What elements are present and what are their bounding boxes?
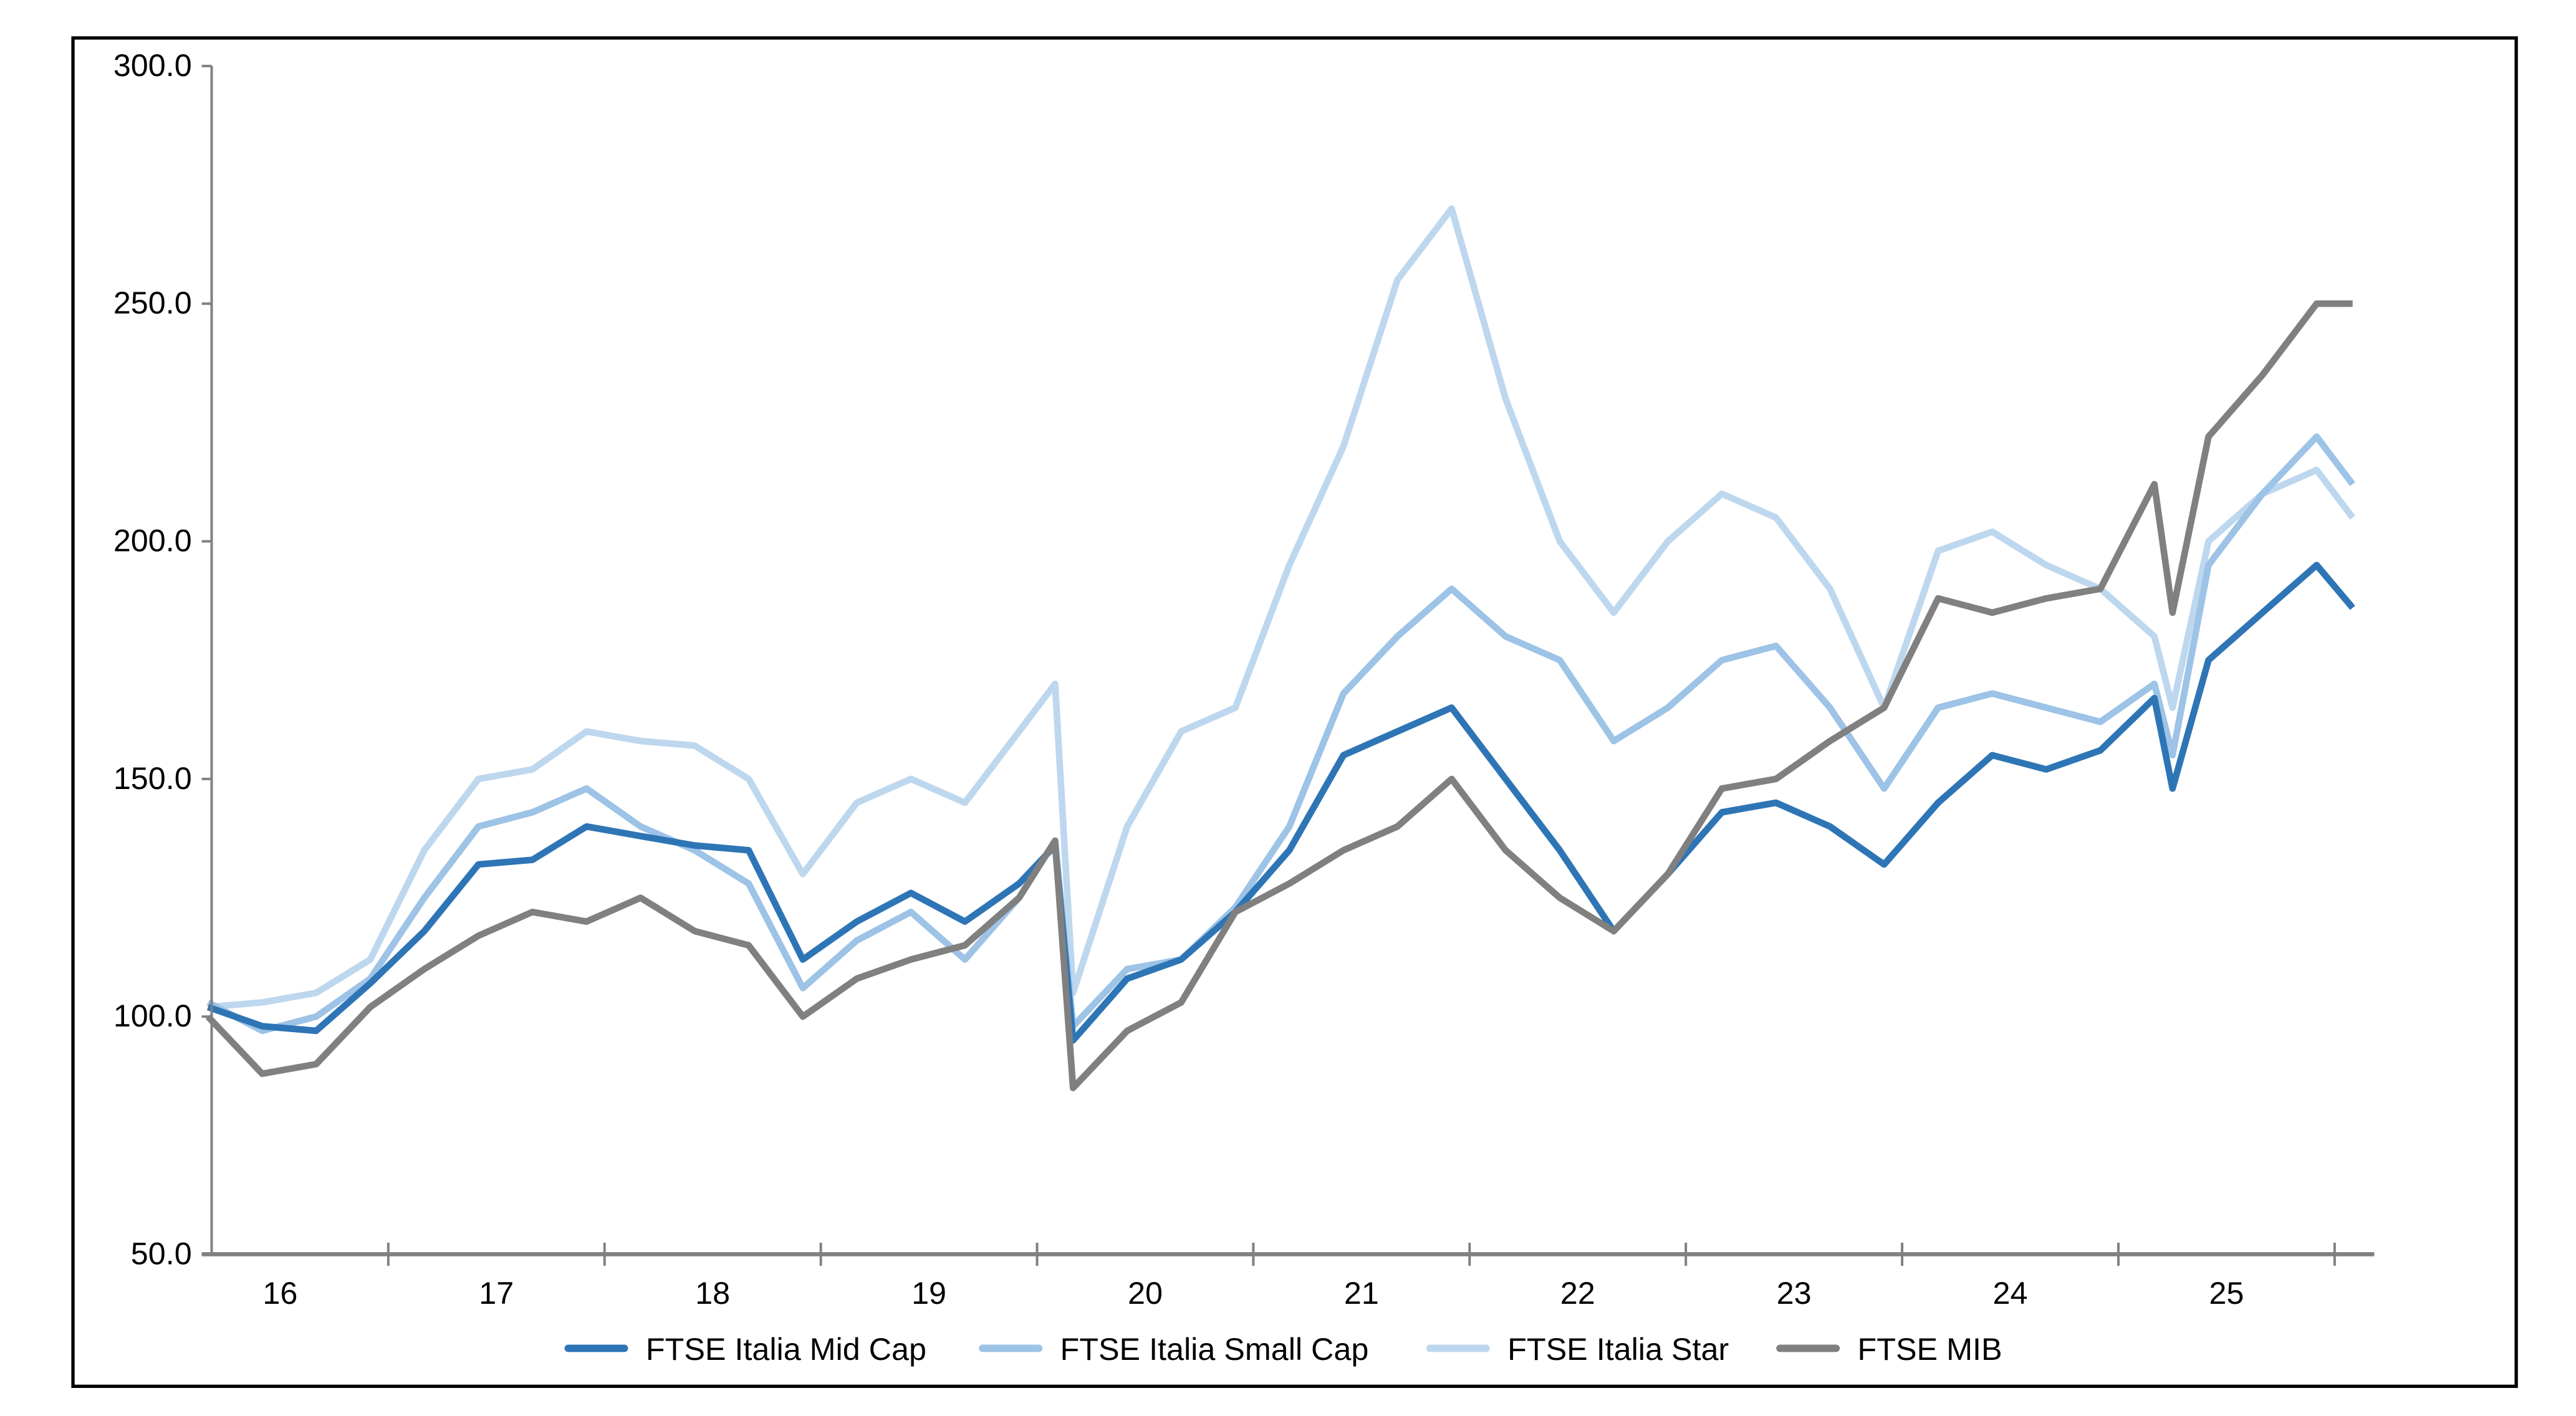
- x-tick-label: 25: [2209, 1275, 2244, 1311]
- series-layer: [205, 205, 2355, 1091]
- y-tick-label: 300.0: [113, 47, 192, 83]
- series-line-ftse-mib: [205, 300, 2353, 1091]
- x-tick-label: 19: [911, 1275, 946, 1311]
- x-tick-label: 23: [1777, 1275, 1812, 1311]
- x-tick-label: 16: [262, 1275, 297, 1311]
- legend: FTSE Italia Mid Cap FTSE Italia Small Cap…: [564, 1331, 2002, 1367]
- x-tick-label: 22: [1560, 1275, 1595, 1311]
- y-tick-label: 100.0: [113, 998, 192, 1033]
- x-ticks: 16 17 18 19 20 21 22 23 24 25: [262, 1242, 2336, 1311]
- legend-label: FTSE MIB: [1858, 1331, 2002, 1367]
- y-ticks: 300.0 250.0 200.0 150.0 100.0 50.0: [113, 47, 212, 1271]
- x-tick-label: 18: [695, 1275, 730, 1311]
- series-line-ftse-italia-small-cap: [206, 433, 2355, 1035]
- series-line-ftse-italia-star: [208, 205, 2355, 1011]
- legend-label: FTSE Italia Mid Cap: [646, 1331, 926, 1367]
- legend-label: FTSE Italia Star: [1507, 1331, 1729, 1367]
- legend-label: FTSE Italia Small Cap: [1060, 1331, 1369, 1367]
- x-tick-label: 24: [1993, 1275, 2028, 1311]
- y-tick-label: 50.0: [131, 1235, 192, 1271]
- x-tick-label: 17: [479, 1275, 514, 1311]
- x-tick-label: 21: [1344, 1275, 1379, 1311]
- y-tick-label: 250.0: [113, 285, 192, 320]
- x-tick-label: 20: [1128, 1275, 1163, 1311]
- chart-frame: [71, 36, 2518, 1388]
- series-line-ftse-italia-mid-cap: [206, 562, 2355, 1044]
- y-tick-label: 200.0: [113, 522, 192, 558]
- y-tick-label: 150.0: [113, 760, 192, 796]
